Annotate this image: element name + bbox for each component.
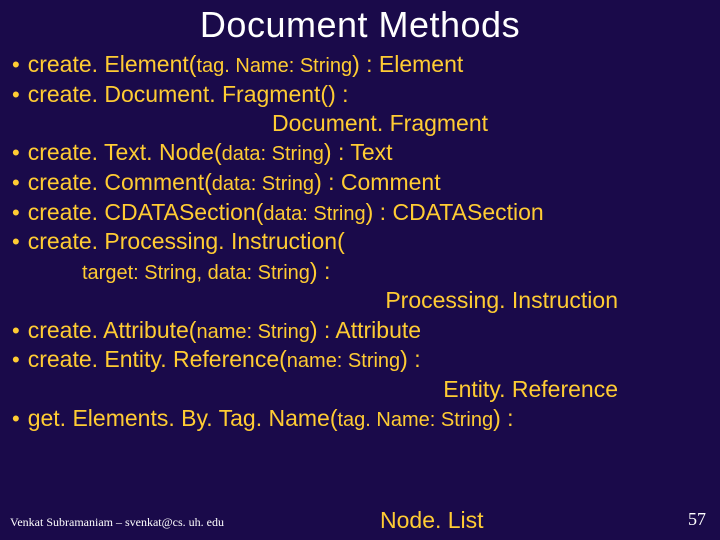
list-item: • create. Document. Fragment() : [12, 80, 708, 109]
method-name: create. Entity. Reference( [28, 346, 287, 372]
method-return: ) : Comment [314, 169, 441, 195]
method-params: data: String [263, 203, 365, 225]
method-name: create. CDATASection( [28, 199, 264, 225]
list-item: • create. Element(tag. Name: String) : E… [12, 50, 708, 80]
slide-container: Document Methods • create. Element(tag. … [0, 0, 720, 540]
method-return: ) : Attribute [310, 317, 421, 343]
method-params: name: String [196, 321, 309, 343]
bullet-icon: • [12, 317, 20, 345]
list-item: • create. CDATASection(data: String) : C… [12, 198, 708, 228]
method-line: create. Comment(data: String) : Comment [28, 168, 708, 198]
method-name: create. Text. Node( [28, 139, 222, 165]
method-line: create. Element(tag. Name: String) : Ele… [28, 50, 708, 80]
bullet-icon: • [12, 81, 20, 109]
extra-close: ) : [310, 258, 330, 284]
bullet-icon: • [12, 51, 20, 79]
final-return-type: Node. List [380, 507, 484, 534]
return-continuation: Processing. Instruction [12, 286, 708, 315]
list-item: • create. Attribute(name: String) : Attr… [12, 316, 708, 346]
method-return: ) : CDATASection [366, 199, 544, 225]
return-continuation: Document. Fragment [12, 109, 708, 138]
bullet-icon: • [12, 346, 20, 374]
footer-author: Venkat Subramaniam – svenkat@cs. uh. edu [10, 515, 224, 530]
method-params: name: String [287, 350, 400, 372]
method-line: create. Entity. Reference(name: String) … [28, 345, 708, 375]
method-line: create. CDATASection(data: String) : CDA… [28, 198, 708, 228]
bullet-icon: • [12, 169, 20, 197]
bullet-icon: • [12, 139, 20, 167]
list-item: • create. Comment(data: String) : Commen… [12, 168, 708, 198]
method-return: ) : [493, 405, 513, 431]
method-params: tag. Name: String [337, 409, 493, 431]
method-line: create. Text. Node(data: String) : Text [28, 138, 708, 168]
method-return: ) : Element [352, 51, 463, 77]
method-return: ) : Text [324, 139, 393, 165]
method-name: create. Processing. Instruction( [28, 228, 345, 254]
list-item: • create. Text. Node(data: String) : Tex… [12, 138, 708, 168]
page-number: 57 [688, 509, 706, 530]
bullet-icon: • [12, 228, 20, 256]
list-item: • create. Processing. Instruction( [12, 227, 708, 256]
extra-params-line: target: String, data: String) : [12, 257, 708, 287]
list-item: • create. Entity. Reference(name: String… [12, 345, 708, 375]
method-line: create. Processing. Instruction( [28, 227, 708, 256]
bullet-icon: • [12, 199, 20, 227]
method-return: ) : [400, 346, 420, 372]
method-name: get. Elements. By. Tag. Name( [28, 405, 338, 431]
method-name: create. Comment( [28, 169, 212, 195]
bullet-icon: • [12, 405, 20, 433]
method-line: create. Attribute(name: String) : Attrib… [28, 316, 708, 346]
list-item: • get. Elements. By. Tag. Name(tag. Name… [12, 404, 708, 434]
method-params: data: String [222, 143, 324, 165]
method-params: tag. Name: String [196, 55, 352, 77]
method-name: create. Attribute( [28, 317, 197, 343]
slide-title: Document Methods [12, 4, 708, 46]
method-line: get. Elements. By. Tag. Name(tag. Name: … [28, 404, 708, 434]
return-continuation: Entity. Reference [12, 375, 708, 404]
method-name: create. Element( [28, 51, 197, 77]
method-name: create. Document. Fragment() : [28, 81, 349, 107]
extra-params: target: String, data: String [82, 262, 310, 284]
slide-content: • create. Element(tag. Name: String) : E… [12, 50, 708, 434]
method-line: create. Document. Fragment() : [28, 80, 708, 109]
method-params: data: String [212, 173, 314, 195]
